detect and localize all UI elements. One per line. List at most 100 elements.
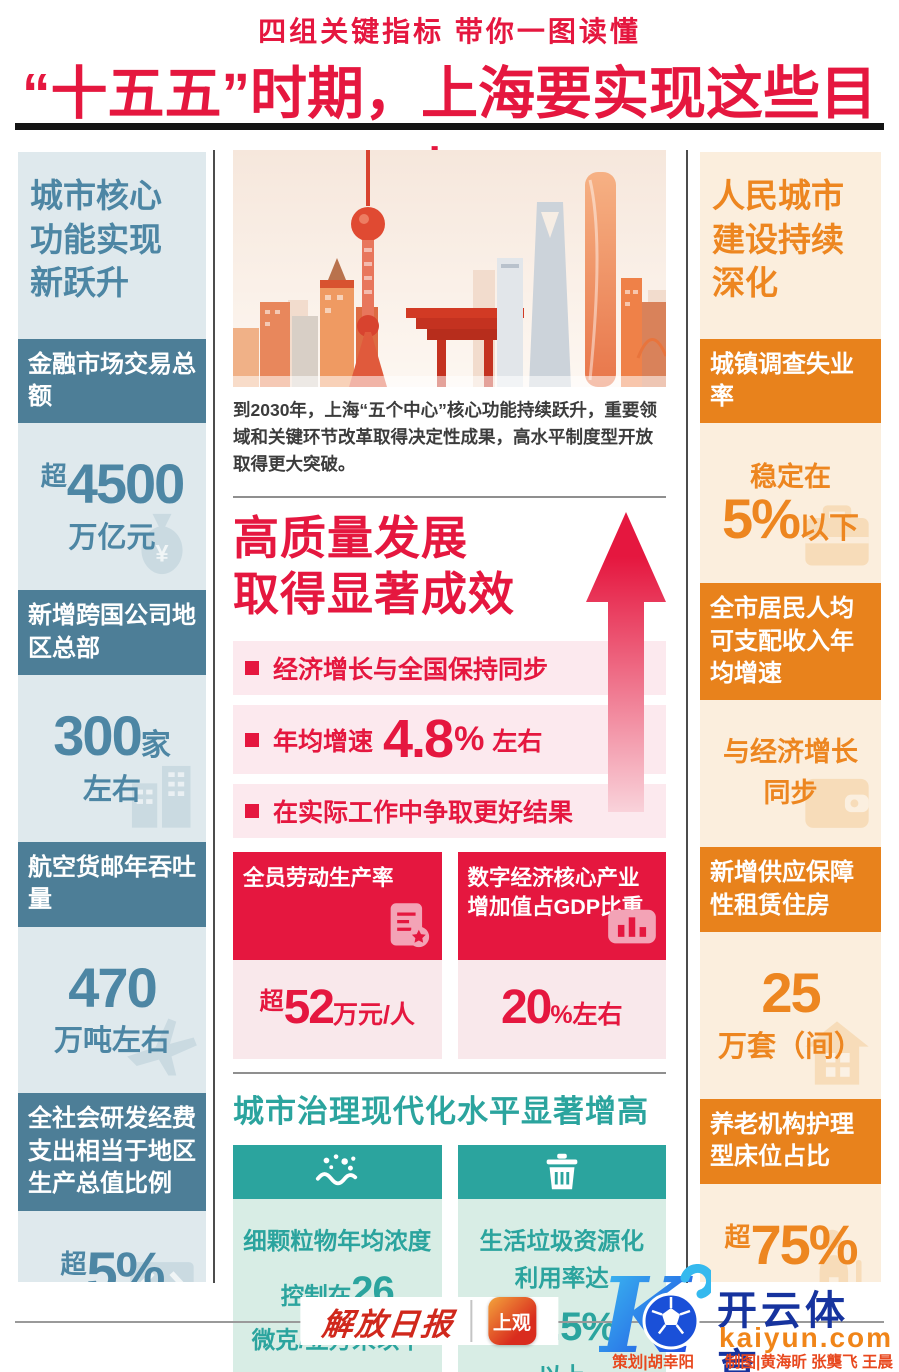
indicator-value-housing: 25 万套（间）: [704, 961, 877, 1085]
indicator-label-income: 全市居民人均可支配收入年均增速: [700, 583, 881, 701]
right-column-title: 人民城市建设持续深化: [712, 177, 844, 302]
stat-prefix: 超: [259, 988, 284, 1016]
growth-rate-number: 4.8: [383, 709, 454, 770]
watermark-brand-text: 开云体育: [717, 1289, 849, 1372]
card-header: [233, 1145, 442, 1200]
stat-prefix: 超: [724, 1221, 751, 1252]
kicker-title: 四组关键指标 带你一图读懂: [258, 16, 641, 47]
house-icon: [799, 1015, 875, 1091]
arrow-up-icon: [586, 511, 666, 812]
stat-prefix: 超: [60, 1248, 87, 1279]
stat-number: 52: [283, 981, 335, 1035]
shanghai-observer-logo: 上观: [487, 1297, 536, 1345]
indicator-value-cargo: 470 万吨左右: [22, 955, 202, 1076]
watermark-domain-text: kaiyun.com: [719, 1322, 894, 1353]
stat-number: 470: [68, 955, 157, 1019]
card-value: 超52万元/人: [233, 960, 442, 1060]
middle-column: 到2030年，上海“五个中心”核心功能持续跃升，重要领域和关键环节改革取得决定性…: [233, 150, 666, 1372]
stat-text-line: 同步: [763, 777, 818, 808]
jiefang-daily-logo: 解放日报: [319, 1306, 456, 1342]
stat-number: 75%: [750, 1212, 858, 1276]
square-bullet-icon: [245, 661, 259, 676]
stat-number: 25: [761, 961, 821, 1025]
percent-sign: %: [454, 720, 485, 759]
card-header: [457, 1145, 666, 1200]
credits-line: 策划|胡幸阳 制图|黄海昕 张龑飞 王晨: [612, 1354, 893, 1371]
bullet-item: 在实际工作中争取更好结果: [233, 784, 666, 839]
stat-number: 5%: [86, 1239, 166, 1282]
bullet-list: 经济增长与全国保持同步 年均增速 4.8 % 左右 在实际工作中争取更好结果: [233, 641, 666, 839]
indicator-label-housing: 新增供应保障性租赁住房: [700, 847, 881, 933]
card-title: 全员劳动生产率: [243, 866, 394, 891]
card-value: 细颗粒物年均浓度 控制在26 微克/立方米以下: [233, 1199, 442, 1372]
svg-text:¥: ¥: [155, 541, 169, 568]
bar-chart-icon: [606, 900, 658, 952]
card-text-line: 细颗粒物年均浓度: [243, 1228, 432, 1255]
bullet-text: 年均增速: [273, 727, 374, 756]
stat-unit: 万吨左右: [53, 1025, 170, 1058]
indicator-label-hq: 新增跨国公司地区总部: [18, 590, 206, 675]
stat-number: 300: [53, 704, 142, 767]
indicator-label-finance: 金融市场交易总额: [18, 338, 206, 424]
section-title-line2: 取得显著成效: [233, 568, 515, 621]
logo-divider: [469, 1300, 472, 1342]
pm25-dust-icon: [314, 1149, 360, 1195]
indicator-label-unemployment: 城镇调查失业率: [700, 338, 881, 424]
indicator-label-eldercare: 养老机构护理型床位占比: [700, 1098, 881, 1184]
quality-growth-section: 高质量发展 取得显著成效 经济增长与全国保持同步 年均增速 4.8 % 左右 在: [233, 510, 666, 1060]
stat-cards: 全员劳动生产率 超52万元/人 数字经济核心产业增加值占GDP比重: [233, 852, 666, 1060]
left-column: 城市核心功能实现新跃升 金融市场交易总额 ¥ 超4500 万亿元 新增跨国公司地…: [18, 152, 206, 1282]
kaiyun-watermark: K 开云体育 kaiyun.com: [596, 1254, 894, 1372]
stat-number: 20: [500, 981, 552, 1035]
stat-unit: 万亿元: [68, 522, 156, 555]
indicator-value-rd: 超5%: [22, 1239, 202, 1282]
section-divider: [233, 495, 666, 498]
airplane-icon: [124, 1009, 200, 1085]
card-header: 全员劳动生产率: [233, 852, 442, 961]
title-rule: [15, 123, 884, 130]
indicator-value-unemployment: 稳定在 5%以下: [704, 455, 877, 566]
square-bullet-icon: [245, 804, 259, 819]
document-star-icon: [382, 900, 434, 952]
stat-number: 4500: [66, 452, 186, 516]
bullet-item: 年均增速 4.8 % 左右: [233, 705, 666, 775]
section-divider: [233, 1072, 666, 1075]
stat-prefix: 超: [40, 461, 67, 492]
stat-pre-text: 稳定在: [750, 462, 831, 493]
column-divider-left: [213, 150, 215, 1283]
bullet-item: 经济增长与全国保持同步: [233, 641, 666, 696]
monitor-code-icon: [124, 1251, 200, 1282]
briefcase-icon: [799, 499, 875, 575]
indicator-label-cargo: 航空货邮年吞吐量: [18, 841, 206, 927]
waste-recycling-card: 生活垃圾资源化 利用率达87.5% 以上: [457, 1145, 666, 1372]
bullet-text: 左右: [492, 727, 543, 756]
elderly-care-icon: [799, 1225, 875, 1282]
indicator-value-finance: ¥ 超4500 万亿元: [22, 452, 202, 575]
section-title-line1: 高质量发展: [233, 511, 468, 564]
building-icon: [124, 758, 200, 834]
trash-bin-icon: [539, 1149, 585, 1195]
section-title: 高质量发展 取得显著成效: [233, 510, 666, 623]
kaiyun-k-logo: K: [596, 1254, 716, 1372]
bullet-text: 经济增长与全国保持同步: [273, 656, 549, 685]
stat-unit: %左右: [550, 1001, 623, 1030]
wallet-icon: [799, 763, 875, 839]
stat-number: 5%: [722, 487, 801, 551]
indicator-value-income: 与经济增长 同步: [704, 732, 877, 829]
card-text-line: 生活垃圾资源化: [479, 1228, 645, 1255]
labor-productivity-card: 全员劳动生产率 超52万元/人: [233, 852, 442, 1060]
shanghai-skyline-illustration: [233, 150, 666, 387]
column-divider-right: [686, 150, 688, 1283]
card-text-line: 以上: [462, 1358, 663, 1372]
square-bullet-icon: [245, 732, 259, 747]
stat-unit: 万元/人: [332, 1001, 415, 1030]
bullet-text: 在实际工作中争取更好结果: [273, 799, 574, 828]
stat-unit: 万套（间）: [717, 1030, 863, 1063]
stat-suffix: 家: [140, 729, 171, 762]
stat-suffix: 以下: [798, 512, 859, 546]
right-column: 人民城市建设持续深化 城镇调查失业率 稳定在 5%以下 全市居民人均可支配收入年…: [700, 152, 881, 1282]
indicator-value-hq: 300家 左右: [22, 704, 202, 828]
digital-economy-card: 数字经济核心产业增加值占GDP比重 20%左右: [457, 852, 666, 1060]
indicator-value-eldercare: 超75%: [704, 1212, 877, 1282]
